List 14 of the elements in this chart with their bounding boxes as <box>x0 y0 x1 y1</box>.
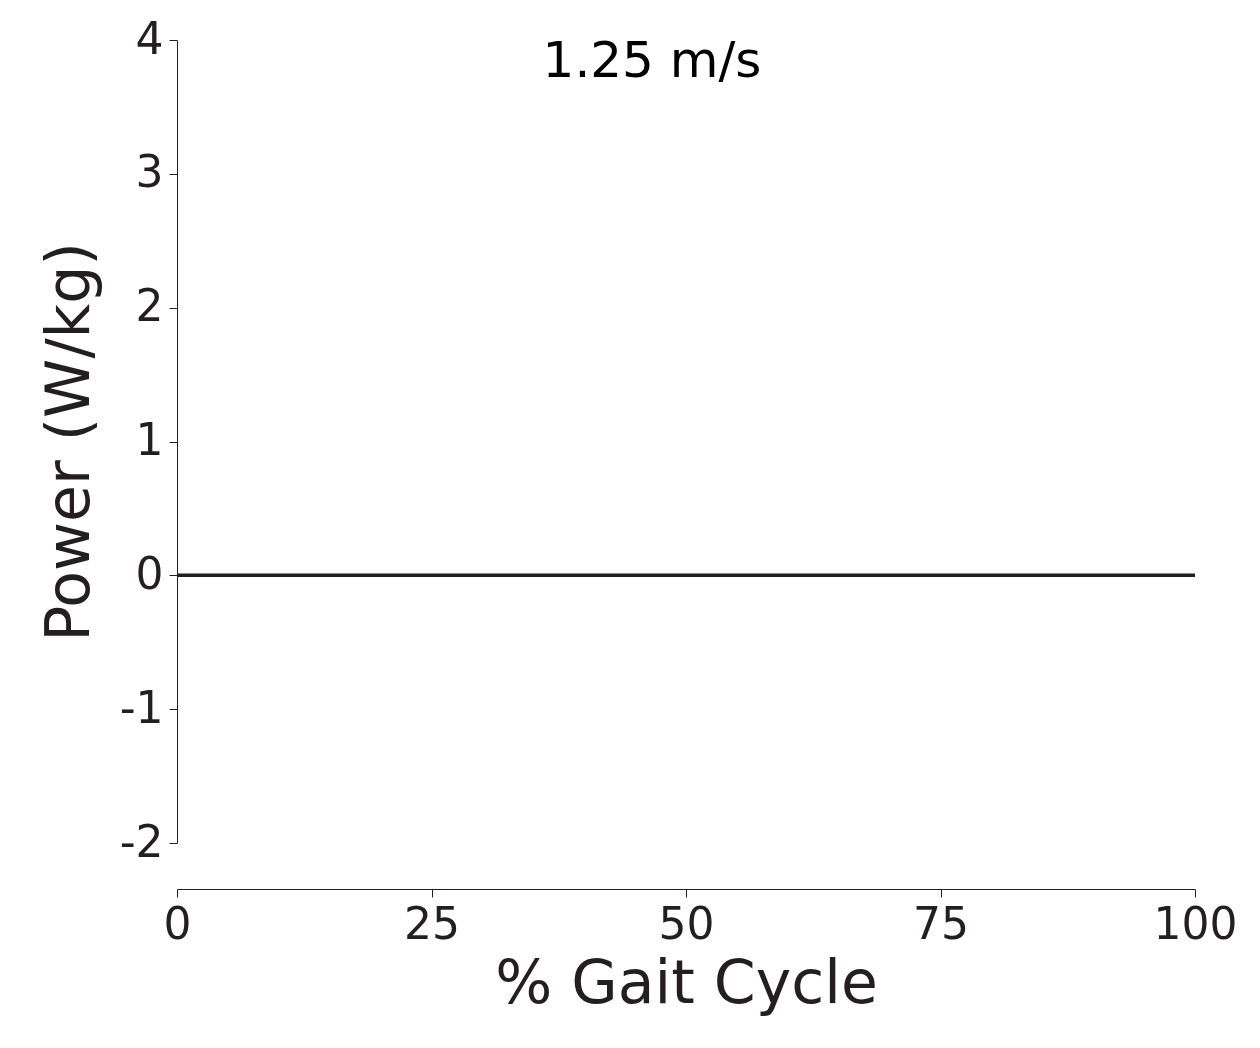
x-axis-title: % Gait Cycle <box>495 946 878 1017</box>
x-tick-label: 25 <box>404 897 460 949</box>
y-axis-title: Power (W/kg) <box>32 242 103 642</box>
y-tick-label: 1 <box>135 414 164 465</box>
y-tick-label: -1 <box>119 681 164 733</box>
chart-title: 1.25 m/s <box>542 31 762 89</box>
x-tick-label: 100 <box>1153 897 1238 949</box>
y-tick-label: 4 <box>135 12 164 64</box>
y-tick-label: 2 <box>135 280 164 332</box>
x-tick-label: 75 <box>913 897 969 949</box>
y-tick-label: 3 <box>135 146 164 198</box>
y-tick-label: -2 <box>119 815 164 867</box>
y-tick-label: 0 <box>135 547 164 599</box>
x-tick-label: 50 <box>658 897 715 949</box>
